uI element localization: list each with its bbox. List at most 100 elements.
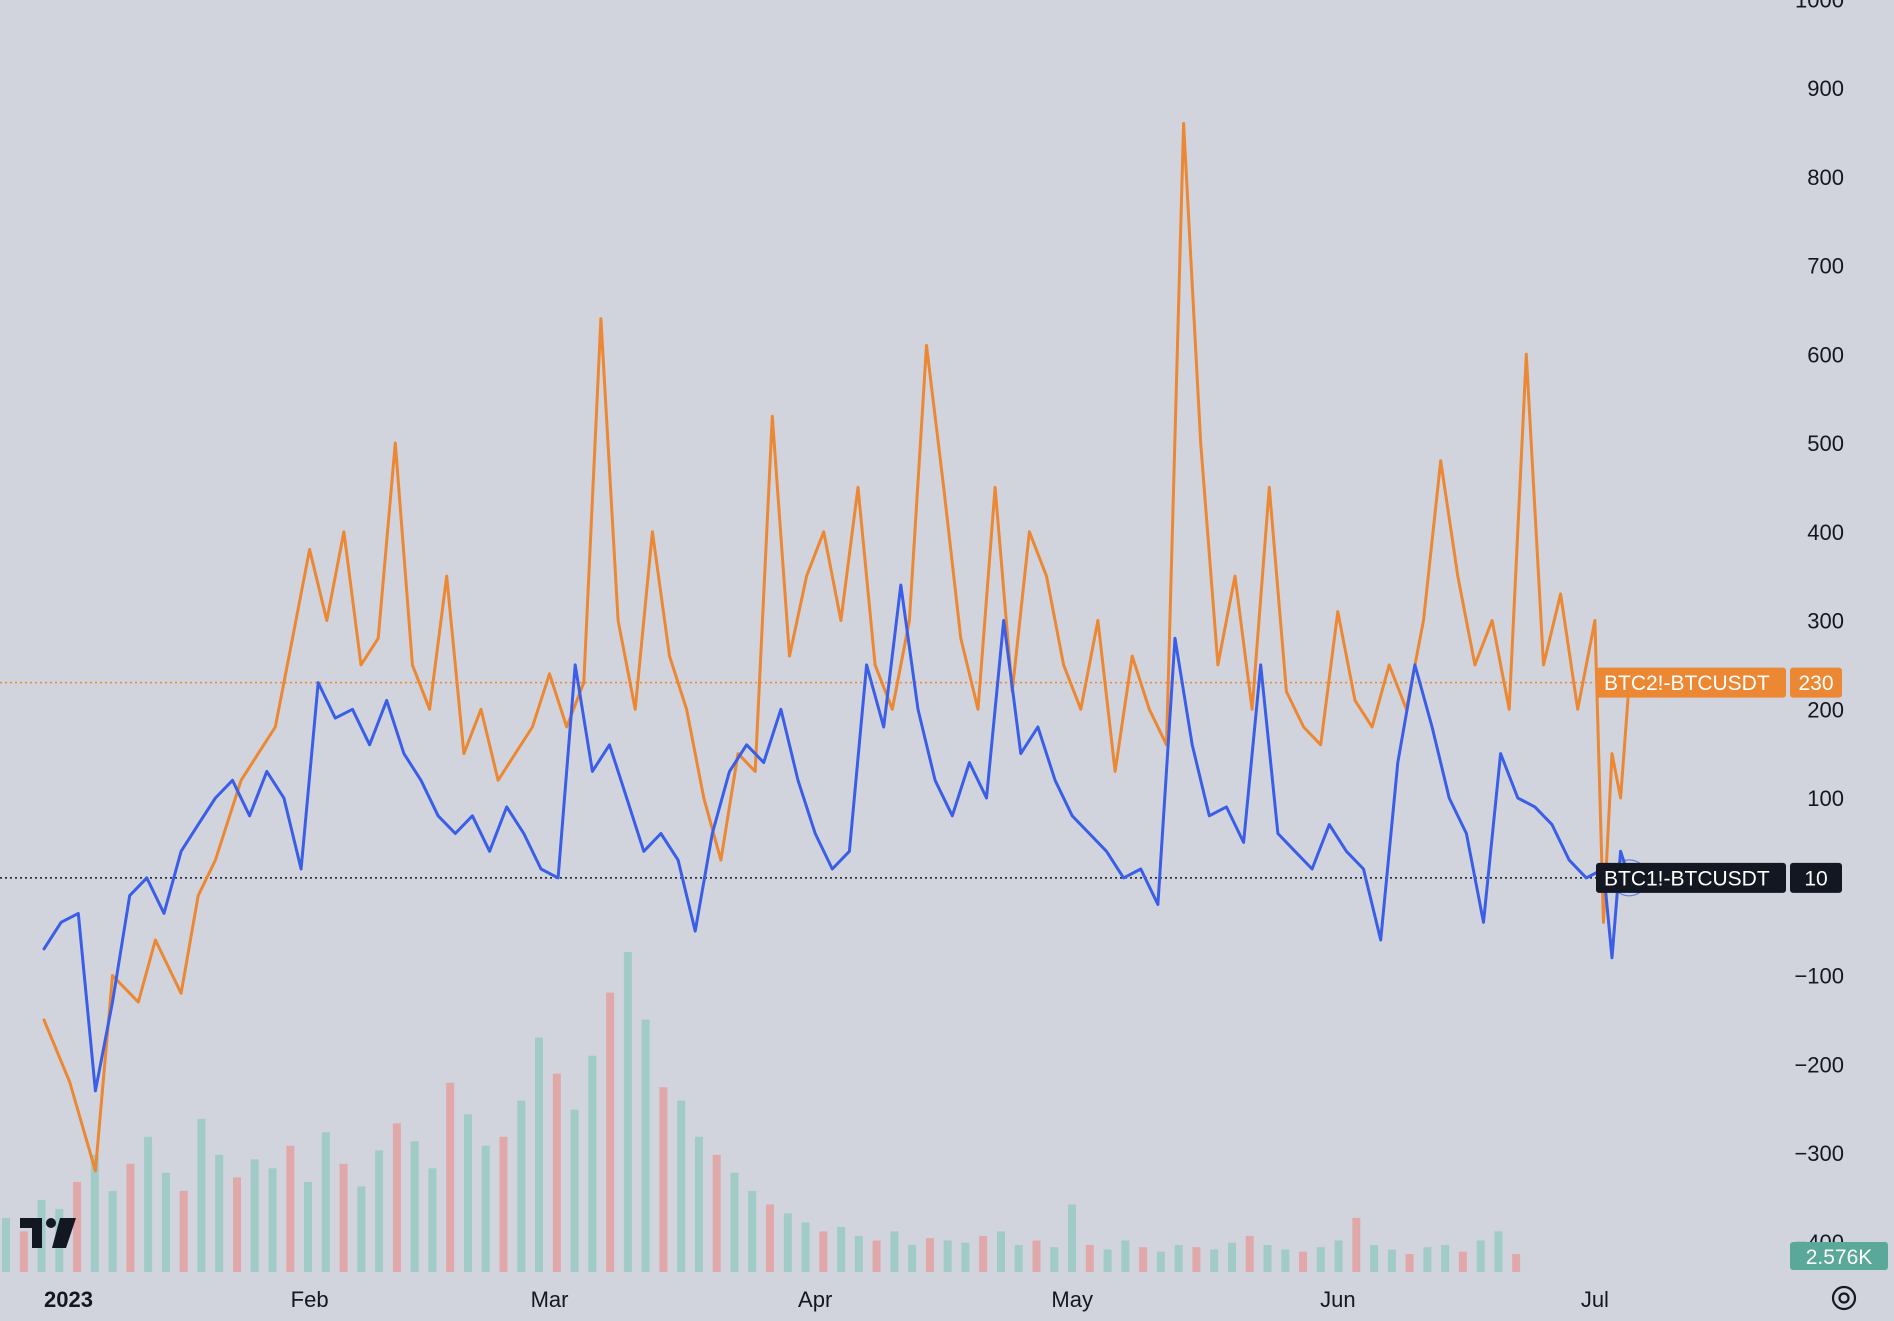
volume-bar	[1139, 1247, 1148, 1272]
price-badge-value: 10	[1804, 867, 1827, 890]
y-tick-label: 100	[1807, 786, 1844, 811]
volume-bar	[1370, 1245, 1379, 1272]
volume-bar	[161, 1172, 170, 1272]
volume-bar	[748, 1190, 757, 1272]
y-tick-label: −200	[1794, 1052, 1844, 1077]
volume-bar	[1299, 1251, 1307, 1272]
series-lines	[42, 122, 1648, 1173]
volume-bar	[126, 1163, 135, 1272]
volume-bar	[268, 1168, 277, 1272]
volume-bar	[481, 1145, 490, 1272]
series-line-BTC2!-BTCUSDT	[42, 122, 1631, 1173]
volume-bar	[250, 1159, 259, 1272]
x-tick-label: May	[1051, 1287, 1093, 1312]
volume-bar	[712, 1154, 721, 1272]
volume-bar	[1458, 1251, 1467, 1272]
volume-bar	[783, 1213, 792, 1272]
price-badge-value: 230	[1798, 672, 1833, 695]
logo-dot	[46, 1218, 56, 1228]
volume-bar	[979, 1235, 988, 1272]
volume-bar	[694, 1136, 703, 1272]
volume-bar	[1174, 1245, 1183, 1272]
volume-bar	[375, 1150, 384, 1272]
volume-bar	[428, 1168, 437, 1272]
volume-bar	[73, 1181, 82, 1272]
x-tick-label: Jul	[1581, 1287, 1609, 1312]
volume-bar	[144, 1136, 153, 1272]
volume-bar	[464, 1114, 472, 1272]
volume-bar	[1192, 1247, 1201, 1272]
volume-bar	[215, 1154, 224, 1272]
x-tick-label: Jun	[1320, 1287, 1355, 1312]
y-tick-label: 600	[1807, 342, 1844, 367]
volume-bar	[819, 1231, 828, 1272]
volume-bar	[837, 1226, 846, 1272]
volume-bar	[233, 1177, 241, 1272]
gear-icon[interactable]	[1831, 1285, 1857, 1311]
volume-bar	[2, 1217, 10, 1272]
volume-bars	[2, 952, 1521, 1272]
volume-badge-text: 2.576K	[1806, 1246, 1873, 1269]
volume-bar	[766, 1204, 774, 1272]
volume-bar	[1423, 1247, 1432, 1272]
logo-v-shape	[52, 1218, 76, 1248]
volume-bar	[90, 1154, 99, 1272]
x-tick-label: Mar	[531, 1287, 569, 1312]
price-badge-name-bg	[1596, 667, 1786, 698]
volume-bar	[1387, 1249, 1396, 1272]
y-tick-label: −100	[1794, 964, 1844, 989]
volume-bar	[1405, 1254, 1414, 1272]
volume-bar	[1121, 1240, 1130, 1272]
tradingview-logo[interactable]	[20, 1218, 76, 1248]
volume-bar	[1228, 1242, 1236, 1272]
volume-bar	[321, 1132, 330, 1272]
volume-bar	[997, 1231, 1005, 1272]
volume-bar	[1334, 1240, 1343, 1272]
volume-bar	[641, 1019, 650, 1272]
volume-bar	[1210, 1249, 1219, 1272]
volume-bar	[1085, 1245, 1094, 1272]
volume-bar	[357, 1186, 366, 1272]
price-badge-name-bg	[1596, 862, 1786, 893]
volume-bar	[1494, 1231, 1503, 1272]
volume-bar	[1441, 1245, 1450, 1272]
x-tick-label: Feb	[291, 1287, 329, 1312]
price-badges: BTC2!-BTCUSDT 230 BTC1!-BTCUSDT 10 2.576K	[1596, 667, 1888, 1270]
volume-bar	[1050, 1247, 1059, 1272]
volume-bar	[446, 1082, 455, 1272]
volume-bar	[535, 1037, 543, 1272]
volume-bar	[339, 1163, 348, 1272]
volume-bar	[1014, 1245, 1023, 1272]
volume-bar	[1476, 1240, 1485, 1272]
price-badge-value-bg	[1790, 862, 1842, 893]
y-tick-label: 800	[1807, 165, 1844, 190]
y-tick-label: 500	[1807, 431, 1844, 456]
volume-bar	[392, 1123, 401, 1272]
volume-bar	[854, 1235, 863, 1272]
volume-bar	[1156, 1251, 1165, 1272]
volume-bar	[179, 1190, 188, 1272]
volume-bar	[1316, 1247, 1325, 1272]
volume-bar	[890, 1231, 899, 1272]
series-line-BTC1!-BTCUSDT	[42, 583, 1631, 1093]
volume-bar	[410, 1141, 419, 1272]
logo-t-shape	[20, 1218, 42, 1248]
y-tick-label: −300	[1794, 1141, 1844, 1166]
volume-bar	[108, 1190, 117, 1272]
y-tick-label: 200	[1807, 697, 1844, 722]
volume-bar	[925, 1238, 934, 1272]
volume-bar	[552, 1073, 561, 1272]
volume-bar	[588, 1055, 597, 1272]
price-badge-value-bg	[1790, 667, 1842, 698]
volume-bar	[1263, 1245, 1272, 1272]
volume-bar	[677, 1100, 686, 1272]
volume-bar	[1281, 1249, 1290, 1272]
y-tick-label: 300	[1807, 609, 1844, 634]
volume-bar	[1068, 1204, 1076, 1272]
y-tick-label: 1000	[1795, 0, 1844, 12]
y-tick-label: 700	[1807, 254, 1844, 279]
volume-bar	[961, 1242, 970, 1272]
x-axis: 2023 Feb Mar Apr May Jun Jul	[44, 1287, 1609, 1312]
